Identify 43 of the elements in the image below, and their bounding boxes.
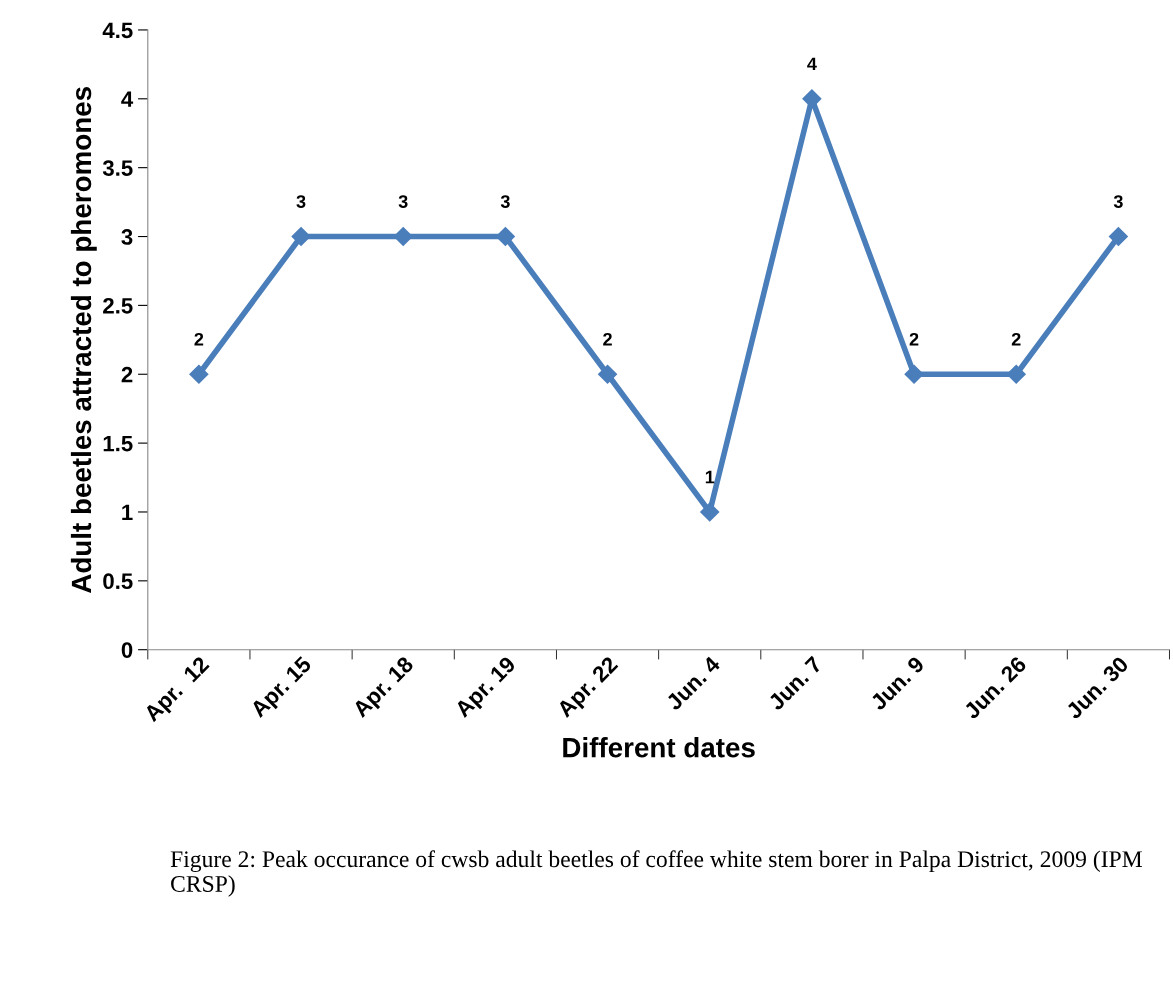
x-tick-label: Jun. 9: [869, 655, 926, 712]
x-tick-label: Jun. 30: [1064, 655, 1130, 721]
y-tick-label: 3.5: [102, 160, 133, 176]
point: [598, 364, 618, 384]
y-axis-title: Adult beetles attracted to pheromones: [70, 87, 97, 594]
y-tick-label: 2.5: [103, 297, 133, 314]
caption: Figure 2: Peak occurance of cwsb adult beetles of coffee white stem borer in Palpa District, 2009 (IPM CRSP): [170, 850, 1142, 897]
data-label: 2: [603, 332, 612, 346]
x-tick-label: Apr. 22: [555, 655, 622, 722]
x-tick-label: Jun. 4: [665, 655, 722, 712]
data-label: 2: [194, 332, 204, 346]
x-axis-title: Different dates: [563, 737, 755, 758]
data-label: 3: [1113, 195, 1123, 208]
y-tick-label: 2: [121, 366, 133, 383]
point: [1108, 226, 1128, 247]
x-tick-label: Apr. 19: [453, 655, 520, 722]
x-tick-label: Jun. 7: [767, 655, 823, 712]
y-tick-label: 3: [121, 229, 133, 245]
data-label: 4: [807, 57, 817, 71]
data-label: 3: [500, 195, 510, 208]
point: [904, 364, 924, 384]
x-tick-label: Apr. 15: [249, 655, 316, 722]
y-tick-label: 0: [121, 642, 133, 658]
x-tick-label: Apr. 12: [142, 655, 213, 726]
data-label: 3: [296, 195, 306, 208]
point: [495, 226, 515, 247]
x-tick-label: Apr. 18: [351, 655, 418, 722]
y-tick-label: 1: [122, 504, 133, 521]
data-label: 1: [705, 470, 715, 484]
point: [393, 226, 413, 247]
y-tick-label: 4.5: [102, 22, 133, 39]
point: [802, 89, 822, 109]
y-tick-label: 1.5: [103, 435, 133, 452]
data-label: 3: [398, 195, 408, 208]
point: [1006, 364, 1026, 384]
y-tick-label: 4: [121, 91, 134, 107]
y-tick-label: 0.5: [103, 573, 133, 590]
point: [700, 502, 720, 522]
data-label: 2: [1011, 332, 1021, 346]
x-tick-label: Jun. 26: [962, 655, 1028, 720]
point: [291, 226, 311, 247]
point: [189, 364, 209, 384]
data-label: 2: [909, 332, 919, 346]
